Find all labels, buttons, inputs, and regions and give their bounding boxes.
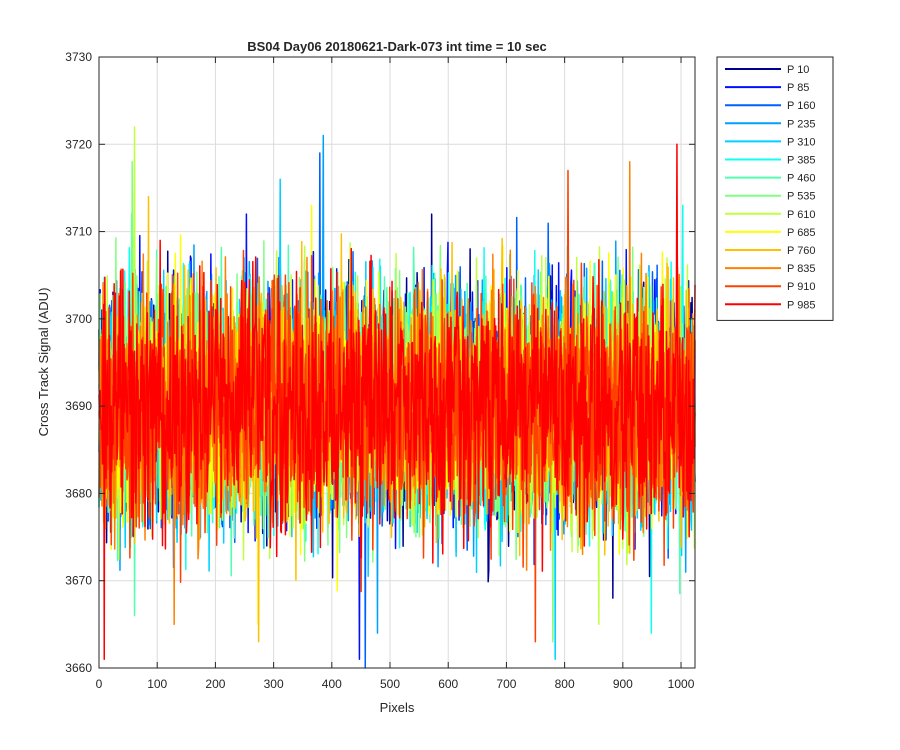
legend-label: P 535 bbox=[787, 191, 816, 203]
legend-label: P 685 bbox=[787, 227, 816, 239]
x-tick-label: 800 bbox=[555, 677, 575, 691]
x-tick-label: 100 bbox=[147, 677, 167, 691]
series-line-p-985 bbox=[98, 143, 696, 661]
y-axis-label: Cross Track Signal (ADU) bbox=[36, 288, 51, 437]
x-tick-label: 500 bbox=[380, 677, 400, 691]
y-tick-label: 3680 bbox=[65, 486, 92, 500]
legend-label: P 460 bbox=[787, 173, 816, 185]
x-axis-label: Pixels bbox=[380, 700, 415, 715]
chart-title: BS04 Day06 20180621-Dark-073 int time = … bbox=[247, 39, 547, 54]
legend-label: P 85 bbox=[787, 82, 809, 94]
legend-label: P 10 bbox=[787, 64, 809, 76]
x-tick-label: 1000 bbox=[668, 677, 695, 691]
x-tick-label: 900 bbox=[613, 677, 633, 691]
x-tick-label: 0 bbox=[96, 677, 103, 691]
legend-label: P 310 bbox=[787, 136, 816, 148]
series-lines bbox=[98, 126, 696, 669]
y-tick-label: 3690 bbox=[65, 399, 92, 413]
plot-frame bbox=[98, 56, 696, 669]
legend-label: P 910 bbox=[787, 281, 816, 293]
legend-label: P 160 bbox=[787, 100, 816, 112]
x-axis-ticks: 0 100 200 300 400 500 600 700 800 900 1000 bbox=[96, 57, 695, 691]
legend: P 10 P 85 P 160 P 235 P 310 P 385 P 460 P 535 P … bbox=[716, 56, 834, 321]
y-tick-label: 3700 bbox=[65, 312, 92, 326]
legend-label: P 235 bbox=[787, 118, 816, 130]
x-tick-label: 200 bbox=[205, 677, 225, 691]
legend-label: P 835 bbox=[787, 263, 816, 275]
x-tick-label: 400 bbox=[322, 677, 342, 691]
y-tick-label: 3660 bbox=[65, 661, 92, 675]
legend-label: P 760 bbox=[787, 245, 816, 257]
y-tick-label: 3670 bbox=[65, 574, 92, 588]
legend-label: P 610 bbox=[787, 209, 816, 221]
y-tick-label: 3730 bbox=[65, 50, 92, 64]
legend-label: P 985 bbox=[787, 299, 816, 311]
x-tick-label: 300 bbox=[264, 677, 284, 691]
x-tick-label: 600 bbox=[438, 677, 458, 691]
x-tick-label: 700 bbox=[496, 677, 516, 691]
y-axis-ticks: 3660 3670 3680 3690 3700 3710 3720 3730 bbox=[65, 50, 695, 675]
legend-label: P 385 bbox=[787, 155, 816, 167]
legend-box bbox=[716, 56, 834, 321]
y-tick-label: 3720 bbox=[65, 137, 92, 151]
y-tick-label: 3710 bbox=[65, 225, 92, 239]
